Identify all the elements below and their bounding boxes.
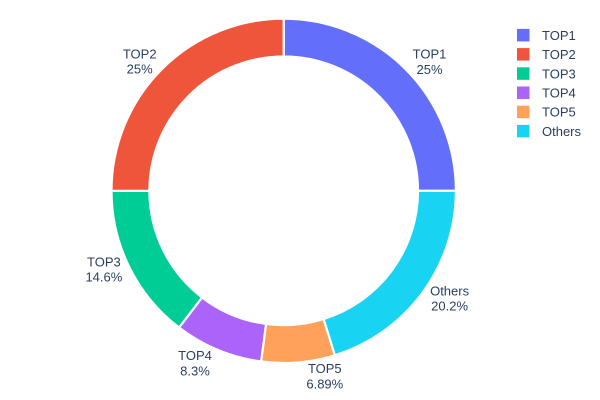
svg-text:TOP5: TOP5 bbox=[308, 361, 342, 376]
svg-text:TOP1: TOP1 bbox=[413, 47, 447, 62]
svg-text:20.2%: 20.2% bbox=[431, 299, 468, 314]
svg-text:TOP4: TOP4 bbox=[178, 348, 212, 363]
svg-text:TOP3: TOP3 bbox=[542, 66, 576, 81]
svg-text:6.89%: 6.89% bbox=[306, 377, 343, 392]
svg-text:TOP4: TOP4 bbox=[542, 86, 576, 101]
svg-text:TOP5: TOP5 bbox=[542, 105, 576, 120]
svg-text:TOP2: TOP2 bbox=[542, 47, 576, 62]
svg-text:TOP1: TOP1 bbox=[542, 28, 576, 43]
svg-text:TOP3: TOP3 bbox=[87, 254, 121, 269]
svg-text:25%: 25% bbox=[416, 62, 442, 77]
svg-text:25%: 25% bbox=[127, 62, 153, 77]
svg-text:Others: Others bbox=[542, 124, 582, 139]
svg-text:Others: Others bbox=[430, 283, 470, 298]
svg-text:8.3%: 8.3% bbox=[180, 363, 210, 378]
svg-text:TOP2: TOP2 bbox=[123, 46, 157, 61]
svg-text:14.6%: 14.6% bbox=[85, 270, 122, 285]
